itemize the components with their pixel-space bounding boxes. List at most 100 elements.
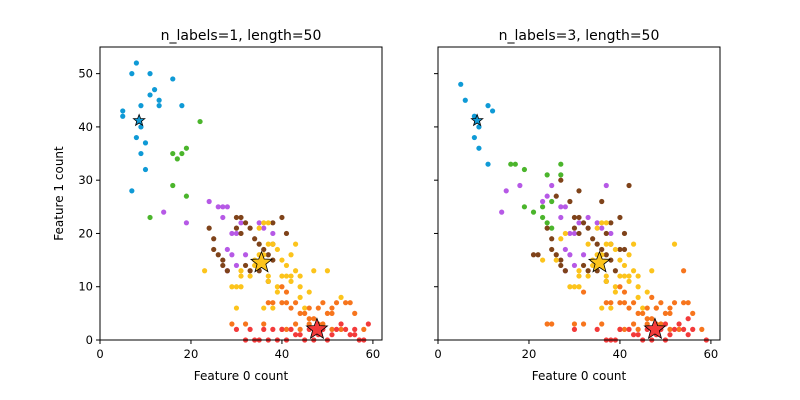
data-point: [521, 204, 528, 210]
data-point: [594, 220, 600, 226]
data-point: [242, 321, 249, 327]
data-point: [338, 321, 344, 327]
data-point: [571, 214, 578, 221]
data-point: [229, 321, 235, 327]
data-point: [603, 241, 609, 247]
data-point: [562, 246, 568, 253]
data-point: [270, 300, 276, 306]
data-point: [599, 321, 605, 327]
data-point: [261, 326, 267, 332]
data-point: [265, 252, 271, 258]
data-point: [151, 87, 158, 93]
data-point: [211, 236, 217, 242]
data-point: [229, 230, 235, 237]
data-point: [261, 321, 267, 327]
data-point: [292, 241, 299, 247]
data-point: [599, 220, 605, 226]
data-point: [617, 326, 623, 332]
data-point: [603, 252, 609, 258]
data-point: [476, 145, 482, 151]
data-point: [671, 241, 678, 247]
series-2: [508, 161, 564, 231]
data-point: [576, 273, 582, 279]
data-point: [365, 321, 371, 327]
data-point: [233, 214, 240, 221]
y-tick-label: 40: [78, 120, 93, 134]
data-point: [540, 198, 546, 205]
data-point: [612, 284, 618, 290]
data-point: [580, 252, 587, 258]
y-tick-label: 50: [78, 67, 93, 81]
data-point: [238, 230, 244, 237]
data-point: [617, 284, 623, 290]
data-point: [220, 204, 226, 210]
data-point: [608, 257, 614, 263]
data-point: [608, 305, 614, 311]
centroid-star-2: [249, 250, 274, 273]
data-point: [338, 326, 344, 332]
data-point: [297, 273, 303, 279]
data-point: [571, 326, 578, 332]
data-point: [233, 225, 240, 231]
data-point: [585, 268, 591, 274]
data-point: [306, 316, 312, 322]
data-point: [343, 326, 349, 332]
data-point: [571, 225, 578, 231]
data-point: [635, 310, 641, 316]
data-point: [681, 268, 687, 274]
axes-frame: [99, 46, 383, 341]
data-point: [608, 220, 614, 226]
data-point: [558, 204, 564, 210]
data-point: [129, 71, 135, 77]
data-point: [179, 103, 185, 109]
data-point: [120, 108, 126, 114]
data-point: [138, 124, 144, 130]
data-point: [206, 225, 212, 231]
x-tick-label: 20: [522, 347, 537, 361]
data-point: [238, 284, 244, 290]
data-point: [333, 326, 340, 332]
data-point: [621, 326, 628, 332]
data-point: [599, 225, 605, 231]
data-point: [292, 300, 299, 306]
data-point: [662, 321, 669, 327]
data-point: [521, 166, 528, 173]
data-point: [690, 310, 696, 316]
data-point: [558, 262, 564, 269]
data-point: [621, 273, 628, 279]
data-point: [580, 321, 587, 327]
data-point: [630, 321, 637, 327]
data-point: [567, 230, 573, 237]
x-tick-label: 20: [184, 347, 199, 361]
data-point: [603, 182, 609, 189]
data-point: [120, 113, 126, 119]
data-point: [544, 172, 550, 178]
data-point: [676, 321, 682, 327]
data-point: [508, 161, 514, 167]
data-point: [635, 332, 641, 338]
data-point: [626, 305, 632, 311]
data-point: [667, 310, 673, 316]
data-point: [265, 278, 271, 284]
data-point: [343, 300, 349, 306]
data-point: [133, 134, 139, 141]
data-point: [576, 188, 582, 194]
data-point: [571, 262, 578, 269]
chart-panel-1: 0 20 40 60 0 10 20 30 40 50 n_labels=1, length=50 F…: [52, 28, 383, 383]
data-point: [585, 225, 591, 231]
x-axis-label: Feature 0 count: [532, 369, 627, 383]
data-point: [476, 124, 482, 130]
data-point: [224, 246, 230, 253]
data-point: [635, 326, 641, 332]
data-point: [603, 230, 609, 237]
data-point: [315, 305, 321, 311]
data-point: [576, 268, 582, 274]
data-point: [549, 321, 555, 327]
data-point: [540, 204, 546, 210]
data-point: [306, 305, 312, 311]
centroid-star-3: [305, 317, 329, 340]
data-point: [685, 316, 691, 322]
data-point: [229, 252, 235, 258]
x-tick-label: 60: [366, 347, 381, 361]
